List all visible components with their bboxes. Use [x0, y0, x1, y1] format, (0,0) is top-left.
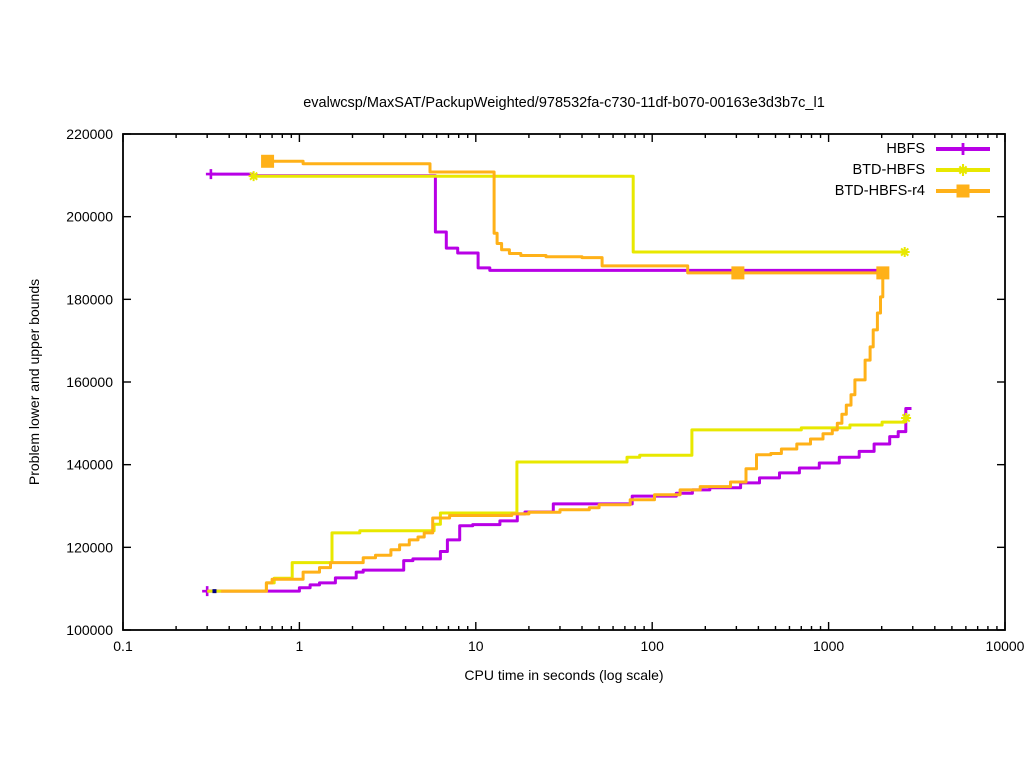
y-tick-label: 160000	[66, 374, 113, 390]
y-tick-label: 120000	[66, 539, 113, 555]
asterisk-marker	[899, 247, 910, 258]
legend-label-hbfs: HBFS	[886, 141, 925, 157]
x-axis-label: CPU time in seconds (log scale)	[464, 667, 664, 683]
legend-item-hbfs: HBFS	[835, 140, 992, 158]
BTD-HBFS-upper-bound	[253, 174, 905, 254]
x-tick-label: 1000	[813, 638, 844, 654]
legend-item-btd-hbfs-r4: BTD-HBFS-r4	[835, 182, 992, 200]
legend-label-btd-hbfs: BTD-HBFS	[852, 162, 926, 178]
btd-hbfs-r4-line-sample-square-icon	[936, 184, 990, 198]
asterisk-marker	[901, 412, 912, 423]
legend-label-btd-hbfs-r4: BTD-HBFS-r4	[834, 183, 925, 199]
x-tick-label: 10000	[986, 638, 1024, 654]
square-marker	[261, 154, 275, 168]
HBFS-lower-bound	[207, 407, 912, 593]
asterisk-marker	[248, 171, 259, 182]
btd-hbfs-line-sample-asterisk-icon	[936, 164, 990, 176]
x-tick-label: 0.1	[113, 638, 133, 654]
y-tick-label: 100000	[66, 622, 113, 638]
y-tick-label: 140000	[66, 457, 113, 473]
y-axis-label: Problem lower and upper bounds	[26, 278, 42, 486]
y-tick-label: 200000	[66, 209, 113, 225]
start-dot	[212, 589, 217, 594]
chart-title: evalwcsp/MaxSAT/PackupWeighted/978532fa-…	[303, 95, 825, 111]
x-tick-label: 100	[641, 638, 665, 654]
plus-marker	[205, 169, 216, 180]
legend: HBFS BTD-HBFS BTD-HBFS-r4	[835, 140, 992, 200]
legend-item-btd-hbfs: BTD-HBFS	[835, 161, 992, 179]
BTD-HBFS-r4-lower-bound	[221, 272, 885, 593]
y-tick-label: 220000	[66, 126, 113, 142]
BTD-HBFS-r4-upper-bound	[267, 159, 883, 275]
square-marker	[731, 266, 745, 280]
hbfs-line-sample-plus-icon	[936, 143, 990, 155]
x-tick-label: 1	[296, 638, 304, 654]
x-tick-label: 10	[468, 638, 484, 654]
y-tick-label: 180000	[66, 291, 113, 307]
BTD-HBFS-lower-bound	[207, 416, 908, 593]
